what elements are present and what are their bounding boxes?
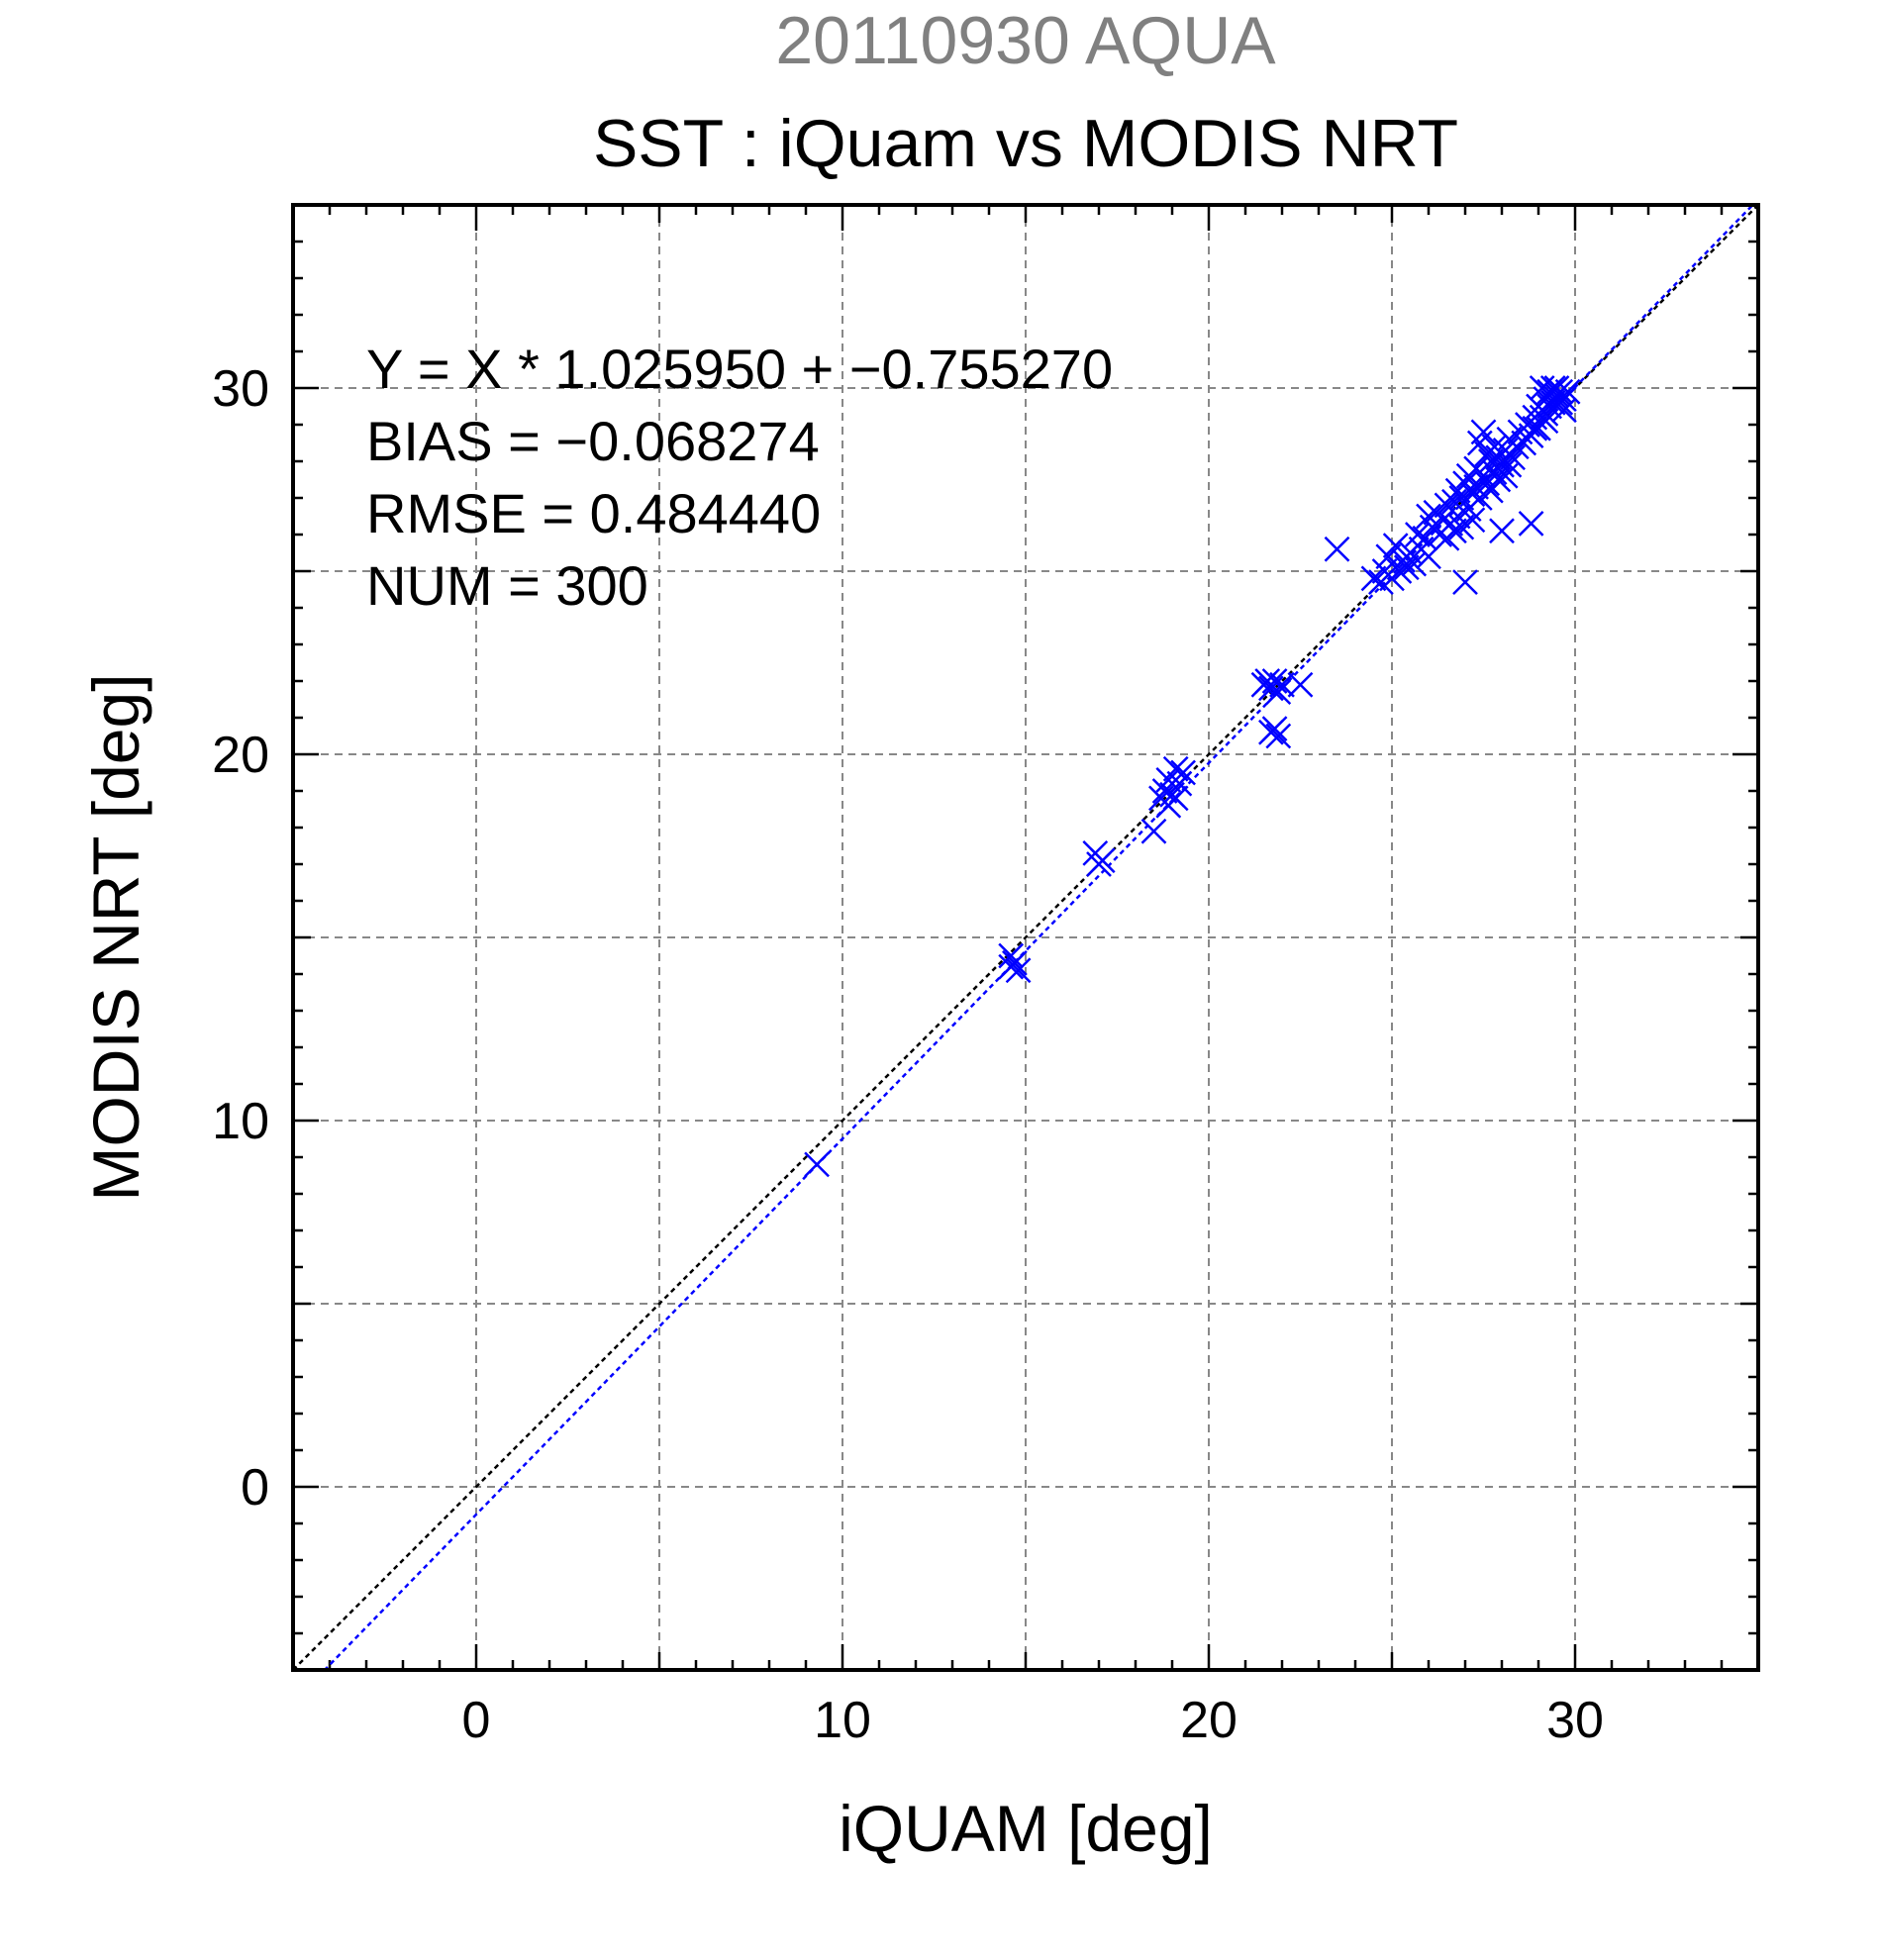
data-point [804,1151,830,1178]
x-tick-label: 30 [1546,1692,1604,1749]
data-point [1170,759,1196,786]
data-point [1265,679,1292,705]
data-point [1554,378,1581,405]
y-tick-label: 30 [212,360,269,418]
x-tick-label: 10 [814,1692,871,1749]
data-point [1448,514,1475,540]
data-point [1518,511,1544,537]
data-point [1089,847,1116,874]
regression-equation: Y = X * 1.025950 + −0.755270 [366,338,1113,400]
bias-value: BIAS = −0.068274 [366,410,820,472]
data-point [1551,386,1577,412]
data-point [1155,767,1182,793]
data-point [1441,518,1467,544]
data-point [1140,818,1167,844]
data-points [804,375,1581,1178]
chart-title: SST : iQuam vs MODIS NRT [593,106,1458,181]
y-tick-label: 0 [241,1459,269,1517]
data-point [1459,507,1486,534]
plot-frame [291,203,1760,1672]
x-tick-label: 20 [1180,1692,1238,1749]
data-point [1522,415,1548,441]
data-point [1162,755,1189,782]
data-point [1265,723,1292,749]
stats-box: Y = X * 1.025950 + −0.755270 BIAS = −0.0… [366,338,1113,617]
data-point [1261,716,1288,741]
data-point [1533,408,1559,435]
tick-labels: 0 10 20 30 0 10 20 30 [212,360,1604,1749]
x-tick-label: 0 [462,1692,491,1749]
data-point [1496,451,1523,478]
x-axis-label: iQUAM [deg] [839,1792,1213,1865]
y-tick-label: 20 [212,727,269,784]
data-point [1005,957,1032,984]
data-point [998,953,1025,980]
data-point [1269,671,1295,698]
one-to-one-line [293,205,1758,1670]
data-point [1393,554,1420,581]
y-tick-label: 10 [212,1093,269,1150]
data-point [1489,518,1515,544]
data-point [1375,543,1402,570]
data-point [1401,550,1428,577]
data-point [1470,419,1497,445]
data-point [1287,671,1314,698]
data-point [1360,565,1387,592]
y-axis-label: MODIS NRT [deg] [79,673,152,1201]
data-point [1485,466,1512,493]
chart-supertitle: 20110930 AQUA [775,3,1276,78]
rmse-value: RMSE = 0.484440 [366,482,821,544]
grid-lines [293,205,1758,1670]
data-point [998,942,1025,969]
num-value: NUM = 300 [366,554,648,617]
data-point [1452,569,1478,595]
data-point [1405,522,1431,547]
data-point [1324,536,1350,562]
data-point [1162,785,1189,812]
